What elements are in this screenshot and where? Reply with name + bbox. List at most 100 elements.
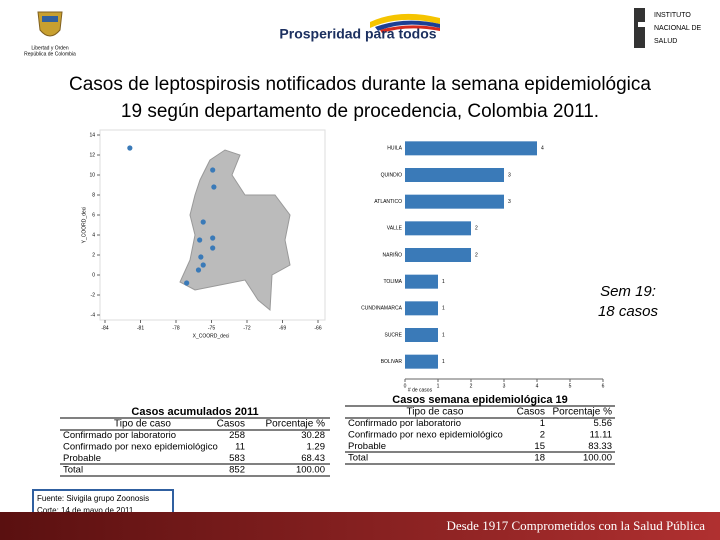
- point: [184, 280, 190, 286]
- table-cell: 100.00: [296, 465, 325, 476]
- x-tick-label: 2: [470, 383, 473, 389]
- source: Corte: 14 de mayo de 2011: [37, 506, 134, 515]
- note: 18 casos: [598, 303, 659, 320]
- source: Fuente: Sivigila grupo Zoonosis: [37, 494, 149, 503]
- y-tick-label: 14: [89, 132, 95, 138]
- x-tick-label: 3: [503, 383, 506, 389]
- table-cell: 11.11: [590, 430, 612, 441]
- bar: [405, 194, 504, 209]
- x-axis-label: X_COORD_deci: [193, 333, 230, 339]
- point: [127, 145, 133, 151]
- title: Casos de leptospirosis notificados duran…: [69, 74, 651, 95]
- footer: Desde 1917 Comprometidos con la Salud Pú…: [446, 518, 705, 533]
- table-cell: 1: [540, 418, 545, 429]
- y-tick-label: 6: [92, 212, 95, 218]
- table-cell: 18: [534, 453, 545, 464]
- left-logo: Libertad y Orden República de Colombia: [24, 11, 76, 57]
- table-cell: Total: [63, 465, 83, 476]
- logo-text: INSTITUTO: [654, 12, 691, 19]
- x-tick-label: 6: [602, 383, 605, 389]
- y-tick-label: -2: [91, 292, 96, 298]
- value-label: 1: [442, 279, 445, 285]
- note: Sem 19:: [600, 283, 656, 300]
- y-tick-label: SUCRE: [384, 332, 402, 338]
- logo-text: Libertad y Orden: [31, 45, 68, 51]
- table-header: Casos: [517, 407, 545, 418]
- table-cell: Confirmado por nexo epidemiológico: [63, 442, 218, 453]
- table-cell: Confirmado por nexo epidemiológico: [348, 430, 503, 441]
- x-tick-label: -78: [172, 325, 179, 331]
- table-cell: Confirmado por laboratorio: [348, 418, 461, 429]
- value-label: 1: [442, 306, 445, 312]
- center-logo: Prosperidad para todos: [279, 13, 440, 42]
- table-header: Casos: [217, 419, 245, 430]
- table-cell: 30.28: [301, 430, 325, 441]
- value-label: 1: [442, 359, 445, 365]
- point: [198, 254, 204, 260]
- table-cell: 5.56: [594, 418, 613, 429]
- table-cell: 83.33: [588, 441, 612, 452]
- point: [210, 245, 216, 251]
- table-cell: 15: [534, 441, 545, 452]
- point: [200, 219, 206, 225]
- logo-text: República de Colombia: [24, 51, 76, 57]
- value-label: 3: [508, 172, 511, 178]
- bar: [405, 274, 438, 289]
- point: [195, 267, 202, 273]
- table-cell: 68.43: [301, 453, 325, 464]
- point: [210, 235, 216, 241]
- logo-text: NACIONAL DE: [654, 25, 702, 32]
- x-tick-label: -66: [314, 325, 321, 331]
- x-axis-label: # de casos: [408, 387, 433, 393]
- point: [211, 184, 217, 190]
- x-tick-label: -84: [101, 325, 108, 331]
- x-tick-label: -81: [137, 325, 144, 331]
- table-cell: 1.29: [307, 442, 326, 453]
- x-tick-label: -69: [279, 325, 286, 331]
- table-cell: Total: [348, 453, 368, 464]
- table-cell: 100.00: [583, 453, 612, 464]
- table-header: Tipo de caso: [114, 419, 171, 430]
- bar: [405, 354, 438, 369]
- x-tick-label: 4: [536, 383, 539, 389]
- logo-text: SALUD: [654, 38, 677, 45]
- table-cell: Probable: [348, 441, 386, 452]
- y-tick-label: QUINDIO: [381, 172, 403, 178]
- y-axis-label: Y_COORD_deci: [81, 207, 87, 244]
- table-title: Casos acumulados 2011: [131, 406, 258, 418]
- bar: [405, 221, 471, 236]
- table-header: Porcentaje %: [553, 407, 613, 418]
- bar: [405, 141, 537, 156]
- map-shape: [179, 149, 291, 312]
- x-tick-label: 0: [404, 383, 407, 389]
- y-tick-label: BOLIVAR: [381, 359, 403, 365]
- table-cell: 583: [229, 453, 245, 464]
- table-title: Casos semana epidemiológica 19: [392, 394, 567, 406]
- y-tick-label: 8: [92, 192, 95, 198]
- table-cell: 258: [229, 430, 245, 441]
- value-label: 2: [475, 226, 478, 232]
- table-cell: Probable: [63, 453, 101, 464]
- y-tick-label: HUILA: [387, 146, 402, 152]
- bar: [405, 248, 471, 262]
- y-tick-label: 12: [89, 152, 95, 158]
- y-tick-label: -4: [91, 312, 96, 318]
- y-tick-label: 2: [92, 252, 95, 258]
- value-label: 4: [541, 146, 544, 152]
- x-tick-label: -72: [243, 325, 250, 331]
- logo-text: Prosperidad para todos: [279, 26, 436, 42]
- value-label: 2: [475, 252, 478, 258]
- table-header: Tipo de caso: [407, 407, 464, 418]
- bar: [405, 168, 504, 182]
- value-label: 1: [442, 332, 445, 338]
- point: [197, 237, 203, 243]
- y-tick-label: NARIÑO: [383, 251, 403, 258]
- value-label: 3: [508, 199, 511, 205]
- x-tick-label: 5: [569, 383, 572, 389]
- bar: [405, 301, 438, 316]
- table-cell: 852: [229, 465, 245, 476]
- table-cell: 2: [540, 430, 545, 441]
- y-tick-label: 0: [92, 272, 95, 278]
